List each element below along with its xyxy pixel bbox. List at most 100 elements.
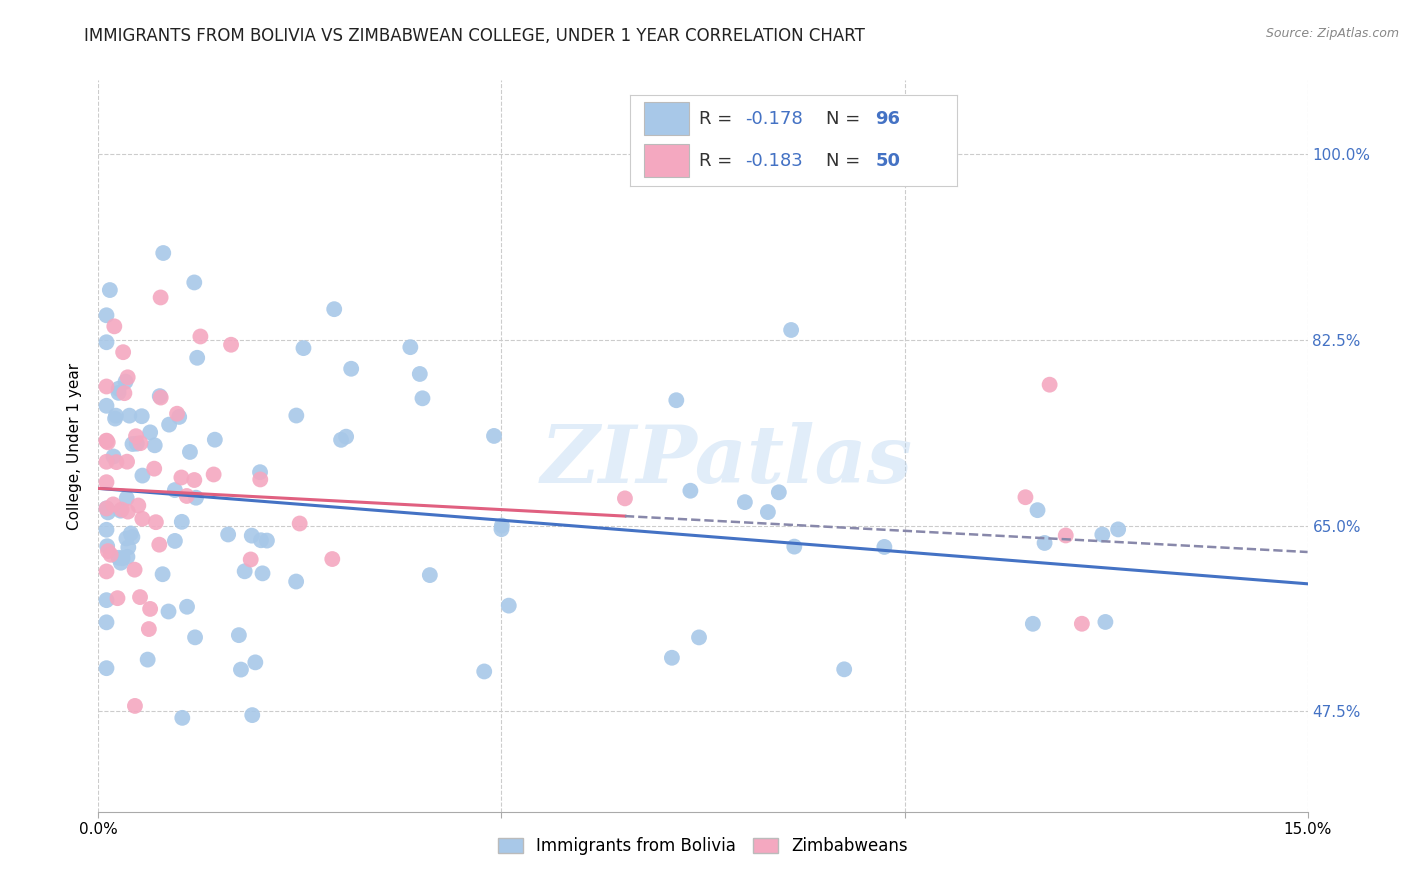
Point [114, 375, 136, 389]
Point [1094, 615, 1116, 629]
Point [245, 656, 267, 670]
Point [149, 389, 172, 403]
Point [110, 502, 132, 516]
Point [131, 468, 153, 483]
Point [96, 434, 118, 448]
Point [103, 450, 125, 464]
Point [117, 370, 139, 384]
Point [107, 382, 129, 396]
Point [117, 541, 139, 555]
Point [120, 526, 142, 541]
Point [143, 461, 166, 475]
Point [104, 409, 127, 423]
Point [399, 340, 422, 354]
Point [240, 529, 263, 543]
Point [96, 615, 118, 630]
Point [124, 563, 146, 577]
Point [110, 556, 132, 570]
Point [250, 533, 273, 548]
Point [111, 551, 134, 566]
Point [288, 516, 311, 531]
Point [1022, 616, 1045, 631]
Point [184, 491, 207, 505]
Point [96, 308, 118, 322]
Point [228, 628, 250, 642]
Point [832, 662, 855, 676]
Point [186, 351, 208, 365]
Point [768, 485, 790, 500]
Point [96, 501, 118, 516]
Point [783, 540, 806, 554]
Point [1070, 616, 1092, 631]
Point [139, 602, 162, 616]
Text: ZIPatlas: ZIPatlas [541, 422, 914, 500]
Point [107, 550, 129, 565]
Point [167, 409, 190, 424]
Point [96, 593, 118, 607]
Point [249, 465, 271, 479]
Point [152, 246, 174, 260]
Point [139, 425, 162, 440]
Point [184, 631, 207, 645]
Point [482, 429, 505, 443]
Point [1033, 536, 1056, 550]
Point [472, 665, 495, 679]
Point [136, 652, 159, 666]
Point [233, 564, 256, 578]
Point [166, 407, 188, 421]
Point [491, 518, 513, 533]
Point [103, 319, 125, 334]
Point [96, 399, 118, 413]
Point [202, 467, 225, 482]
Point [498, 599, 520, 613]
Point [679, 483, 702, 498]
Point [491, 522, 513, 536]
Legend: Immigrants from Bolivia, Zimbabweans: Immigrants from Bolivia, Zimbabweans [492, 830, 914, 862]
Point [121, 437, 143, 451]
Point [409, 367, 432, 381]
Point [125, 436, 148, 450]
Point [1054, 528, 1077, 542]
Point [121, 530, 143, 544]
Point [190, 329, 212, 343]
Point [163, 533, 186, 548]
Point [127, 499, 149, 513]
Point [330, 433, 353, 447]
Point [157, 605, 180, 619]
Point [1026, 503, 1049, 517]
Point [1039, 377, 1062, 392]
Point [96, 661, 118, 675]
Point [125, 429, 148, 443]
Point [734, 495, 756, 509]
Point [105, 455, 128, 469]
Point [96, 455, 118, 469]
Point [110, 504, 132, 518]
Point [117, 505, 139, 519]
Point [321, 552, 343, 566]
Point [107, 385, 129, 400]
Point [104, 411, 127, 425]
Point [138, 622, 160, 636]
Point [1107, 522, 1129, 536]
Point [149, 290, 172, 304]
Point [665, 393, 688, 408]
Point [323, 302, 346, 317]
Point [172, 711, 194, 725]
Point [1014, 490, 1036, 504]
Point [131, 512, 153, 526]
Point [285, 574, 308, 589]
Point [96, 539, 118, 553]
Point [335, 430, 357, 444]
Point [112, 345, 135, 359]
Point [149, 391, 172, 405]
Point [115, 532, 138, 546]
Point [688, 631, 710, 645]
Point [112, 386, 135, 401]
Point [340, 361, 363, 376]
Point [100, 548, 122, 562]
Point [129, 436, 152, 450]
Point [96, 475, 118, 490]
Text: IMMIGRANTS FROM BOLIVIA VS ZIMBABWEAN COLLEGE, UNDER 1 YEAR CORRELATION CHART: IMMIGRANTS FROM BOLIVIA VS ZIMBABWEAN CO… [84, 27, 865, 45]
Y-axis label: College, Under 1 year: College, Under 1 year [67, 362, 83, 530]
Point [129, 590, 152, 604]
